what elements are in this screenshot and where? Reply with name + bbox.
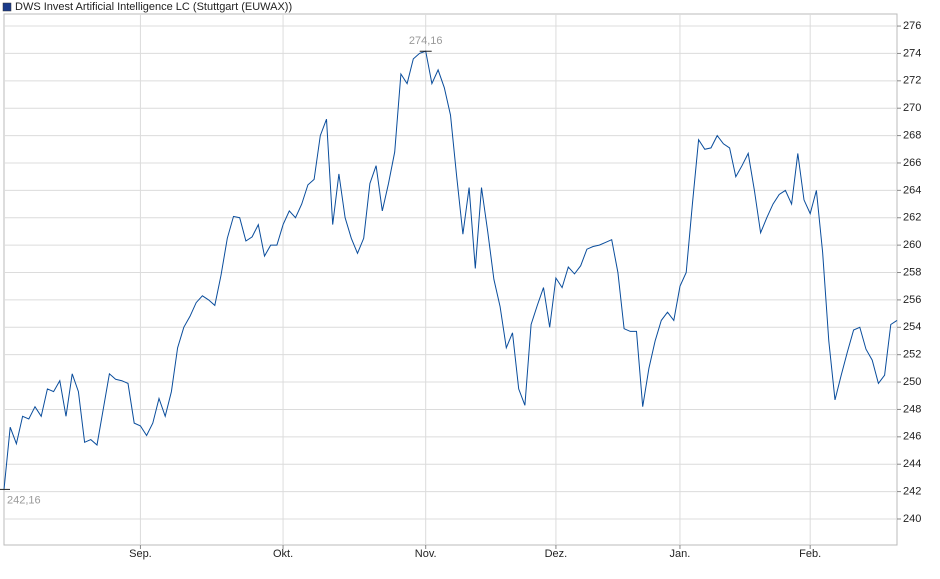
plot-frame — [3, 13, 898, 546]
legend-swatch — [2, 2, 12, 12]
y-tick-label: 250 — [903, 376, 921, 388]
legend-label: DWS Invest Artificial Intelligence LC (S… — [15, 1, 292, 13]
y-tick-label: 256 — [903, 294, 921, 306]
y-tick-label: 254 — [903, 321, 921, 333]
y-tick-label: 248 — [903, 403, 921, 415]
y-tick-label: 246 — [903, 431, 921, 443]
x-tick-label: Okt. — [273, 548, 293, 560]
price-line — [3, 50, 898, 490]
extreme-label: 274,16 — [409, 35, 443, 47]
x-tick-label: Sep. — [129, 548, 152, 560]
y-tick-label: 258 — [903, 266, 921, 278]
y-tick-label: 240 — [903, 513, 921, 525]
y-tick-label: 272 — [903, 75, 921, 87]
y-tick-label: 274 — [903, 47, 921, 59]
extreme-label: 242,16 — [7, 494, 41, 506]
y-tick-label: 242 — [903, 486, 921, 498]
x-tick-label: Nov. — [415, 548, 437, 560]
y-tick-label: 260 — [903, 239, 921, 251]
x-tick-label: Jan. — [670, 548, 691, 560]
x-tick-label: Dez. — [545, 548, 568, 560]
y-tick-label: 268 — [903, 129, 921, 141]
y-tick-label: 270 — [903, 102, 921, 114]
y-tick-label: 276 — [903, 20, 921, 32]
y-tick-label: 266 — [903, 157, 921, 169]
y-tick-label: 244 — [903, 458, 921, 470]
y-tick-label: 252 — [903, 349, 921, 361]
x-tick-label: Feb. — [799, 548, 821, 560]
y-tick-label: 264 — [903, 184, 921, 196]
y-tick-label: 262 — [903, 212, 921, 224]
